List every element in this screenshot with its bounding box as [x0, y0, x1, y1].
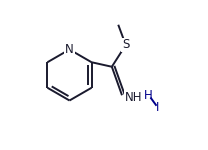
Text: S: S [122, 39, 129, 51]
Text: H: H [144, 89, 153, 102]
Text: I: I [156, 101, 160, 114]
Text: N: N [65, 43, 74, 56]
Text: NH: NH [125, 91, 142, 104]
